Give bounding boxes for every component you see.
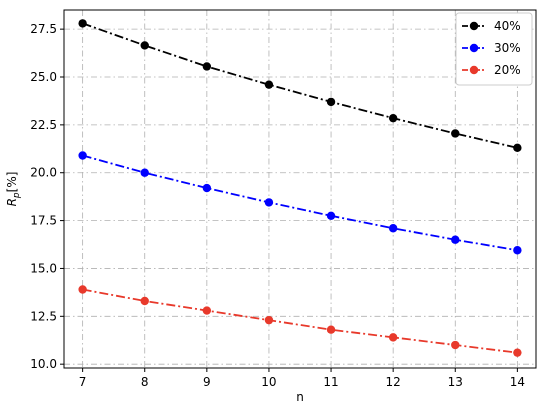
series-line (82, 22, 518, 149)
data-point (451, 129, 460, 138)
x-tick-label: 7 (79, 375, 87, 389)
x-tick-label: 8 (141, 375, 149, 389)
data-point (326, 325, 336, 334)
data-point (140, 296, 149, 306)
series-layer (78, 19, 522, 357)
y-tick-label: 10.0 (30, 357, 57, 371)
series-line (82, 154, 518, 252)
data-point (264, 315, 274, 325)
legend-label: 20% (494, 63, 521, 77)
x-axis: 7 8 9 10 11 12 13 14 (79, 368, 525, 389)
data-point (451, 340, 460, 350)
data-point (140, 41, 149, 50)
x-tick-label: 9 (203, 375, 211, 389)
x-tick-label: 12 (386, 375, 401, 389)
x-tick-label: 14 (510, 375, 525, 389)
plot-frame (63, 9, 537, 369)
legend: 40% 30% 20% (455, 12, 533, 86)
y-tick-label: 25.0 (30, 70, 57, 84)
data-point (513, 143, 522, 153)
y-tick-label: 22.5 (30, 118, 57, 132)
x-tick-label: 11 (323, 375, 338, 389)
legend-label: 40% (494, 19, 521, 33)
y-axis-label-subscript: p (12, 192, 22, 199)
y-tick-label: 12.5 (30, 309, 57, 323)
x-tick-label: 13 (448, 375, 463, 389)
data-point (264, 198, 274, 207)
data-point (451, 235, 460, 244)
y-axis-label-text: Rp[%] (5, 172, 22, 207)
data-point (78, 151, 87, 160)
x-axis-label: n (296, 390, 304, 404)
data-point (513, 348, 522, 357)
data-point (513, 246, 522, 255)
y-tick-label: 17.5 (30, 214, 57, 228)
data-point (388, 333, 398, 342)
y-tick-label: 27.5 (30, 22, 57, 36)
y-tick-label: 15.0 (30, 261, 57, 275)
legend-marker (469, 21, 479, 31)
data-point (78, 285, 87, 294)
y-axis: 10.0 12.5 15.0 17.5 20.0 22.5 25.0 27.5 (30, 22, 64, 371)
y-axis-label-unit: [%] (5, 172, 19, 193)
data-point (78, 19, 87, 28)
data-point (140, 168, 149, 177)
data-point (264, 80, 274, 89)
data-point (388, 113, 398, 123)
y-axis-label-main: R (5, 198, 19, 206)
data-point (388, 224, 398, 233)
y-axis-label: Rp[%] (5, 172, 22, 207)
data-point (202, 62, 212, 71)
data-point (202, 183, 212, 193)
series-line (82, 288, 518, 354)
x-tick-label: 10 (261, 375, 276, 389)
data-point (326, 211, 336, 221)
y-tick-label: 20.0 (30, 166, 57, 180)
data-point (326, 97, 336, 107)
legend-label: 30% (494, 41, 521, 55)
legend-marker (469, 43, 479, 53)
data-point (202, 306, 212, 315)
legend-marker (469, 65, 479, 75)
